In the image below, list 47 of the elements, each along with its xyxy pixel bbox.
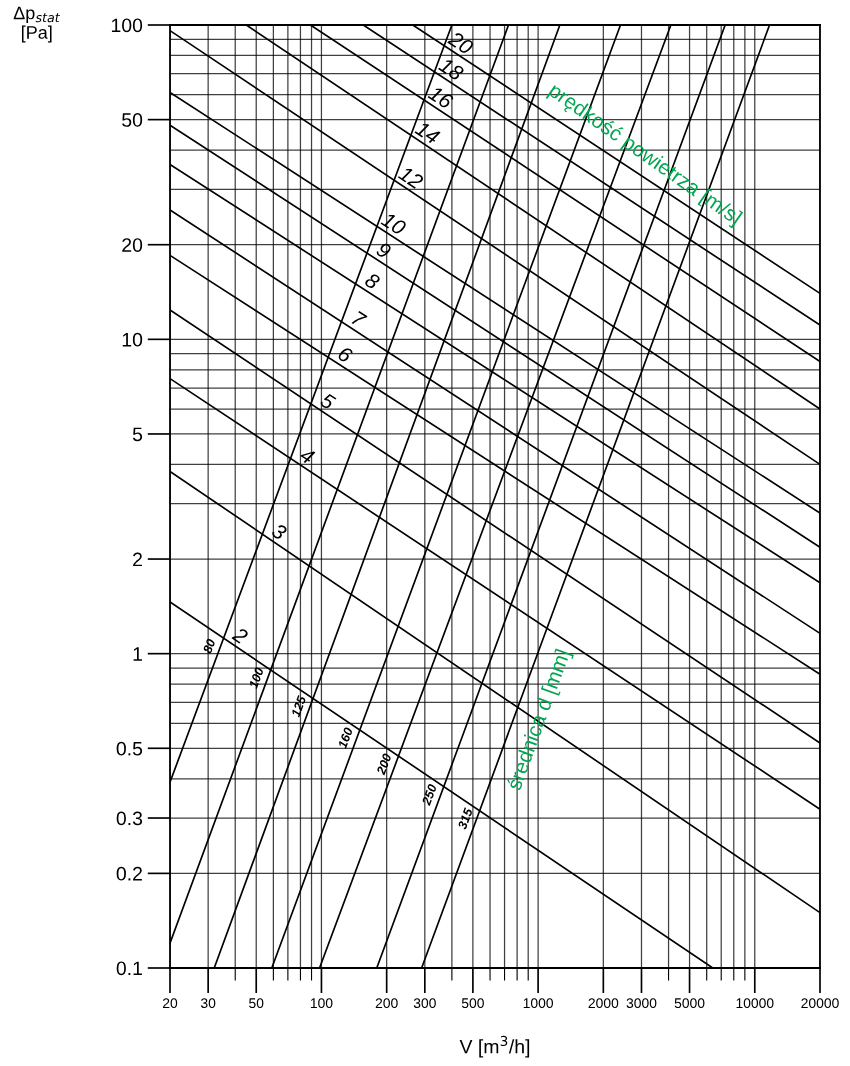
text: 125 [290, 695, 307, 718]
text: 80 [202, 638, 216, 655]
y-tick-label: 2 [133, 552, 142, 567]
text: 250 [421, 783, 438, 807]
text: 100 [248, 666, 264, 690]
y-tick-label: 5 [132, 427, 143, 442]
x-tick-label: 1000 [523, 998, 554, 1009]
x-axis-title: V [m$^{3}$/h] [459, 1035, 530, 1058]
text: 7 [351, 310, 368, 329]
text: 8 [363, 271, 382, 291]
text: 3 [270, 522, 288, 541]
text: 10 [380, 211, 408, 236]
text: 9 [375, 241, 393, 260]
text: 20 [447, 30, 475, 56]
x-tick-label: 20000 [801, 998, 839, 1009]
y-axis-title: Δp$_{stat}$ [Pa] [13, 6, 61, 43]
y-tick-label: 1 [133, 647, 142, 661]
x-tick-label: 10000 [736, 998, 774, 1009]
text: 4 [298, 446, 316, 465]
text: 200 [376, 752, 392, 776]
x-tick-label: 2000 [588, 998, 619, 1009]
text: 6 [337, 345, 354, 364]
text: 16 [427, 85, 455, 110]
x-tick-label: 5000 [674, 998, 705, 1009]
y-tick-label: 10 [122, 332, 143, 347]
text: 14 [414, 120, 441, 145]
text: 5 [319, 392, 337, 411]
y-tick-label: 0.1 [116, 961, 142, 976]
x-tick-label: 30 [200, 998, 216, 1009]
text: 160 [337, 726, 354, 750]
text: 315 [457, 807, 473, 830]
x-tick-label: 50 [249, 998, 264, 1009]
y-tick-label: 20 [122, 238, 143, 252]
x-tick-label: 20 [162, 998, 178, 1009]
x-tick-label: 500 [461, 998, 484, 1009]
text: 2 [231, 626, 250, 645]
text: 12 [397, 165, 425, 190]
x-tick-label: 300 [413, 998, 436, 1009]
x-tick-label: 3000 [626, 998, 657, 1009]
y-tick-label: 100 [111, 18, 143, 33]
y-tick-label: 0.3 [116, 811, 143, 826]
y-tick-label: 0.5 [116, 741, 143, 756]
y-tick-label: 0.2 [116, 866, 142, 881]
x-tick-label: 100 [310, 998, 333, 1009]
y-tick-label: 50 [122, 113, 143, 127]
text: 18 [437, 56, 465, 82]
x-tick-label: 200 [375, 998, 398, 1009]
